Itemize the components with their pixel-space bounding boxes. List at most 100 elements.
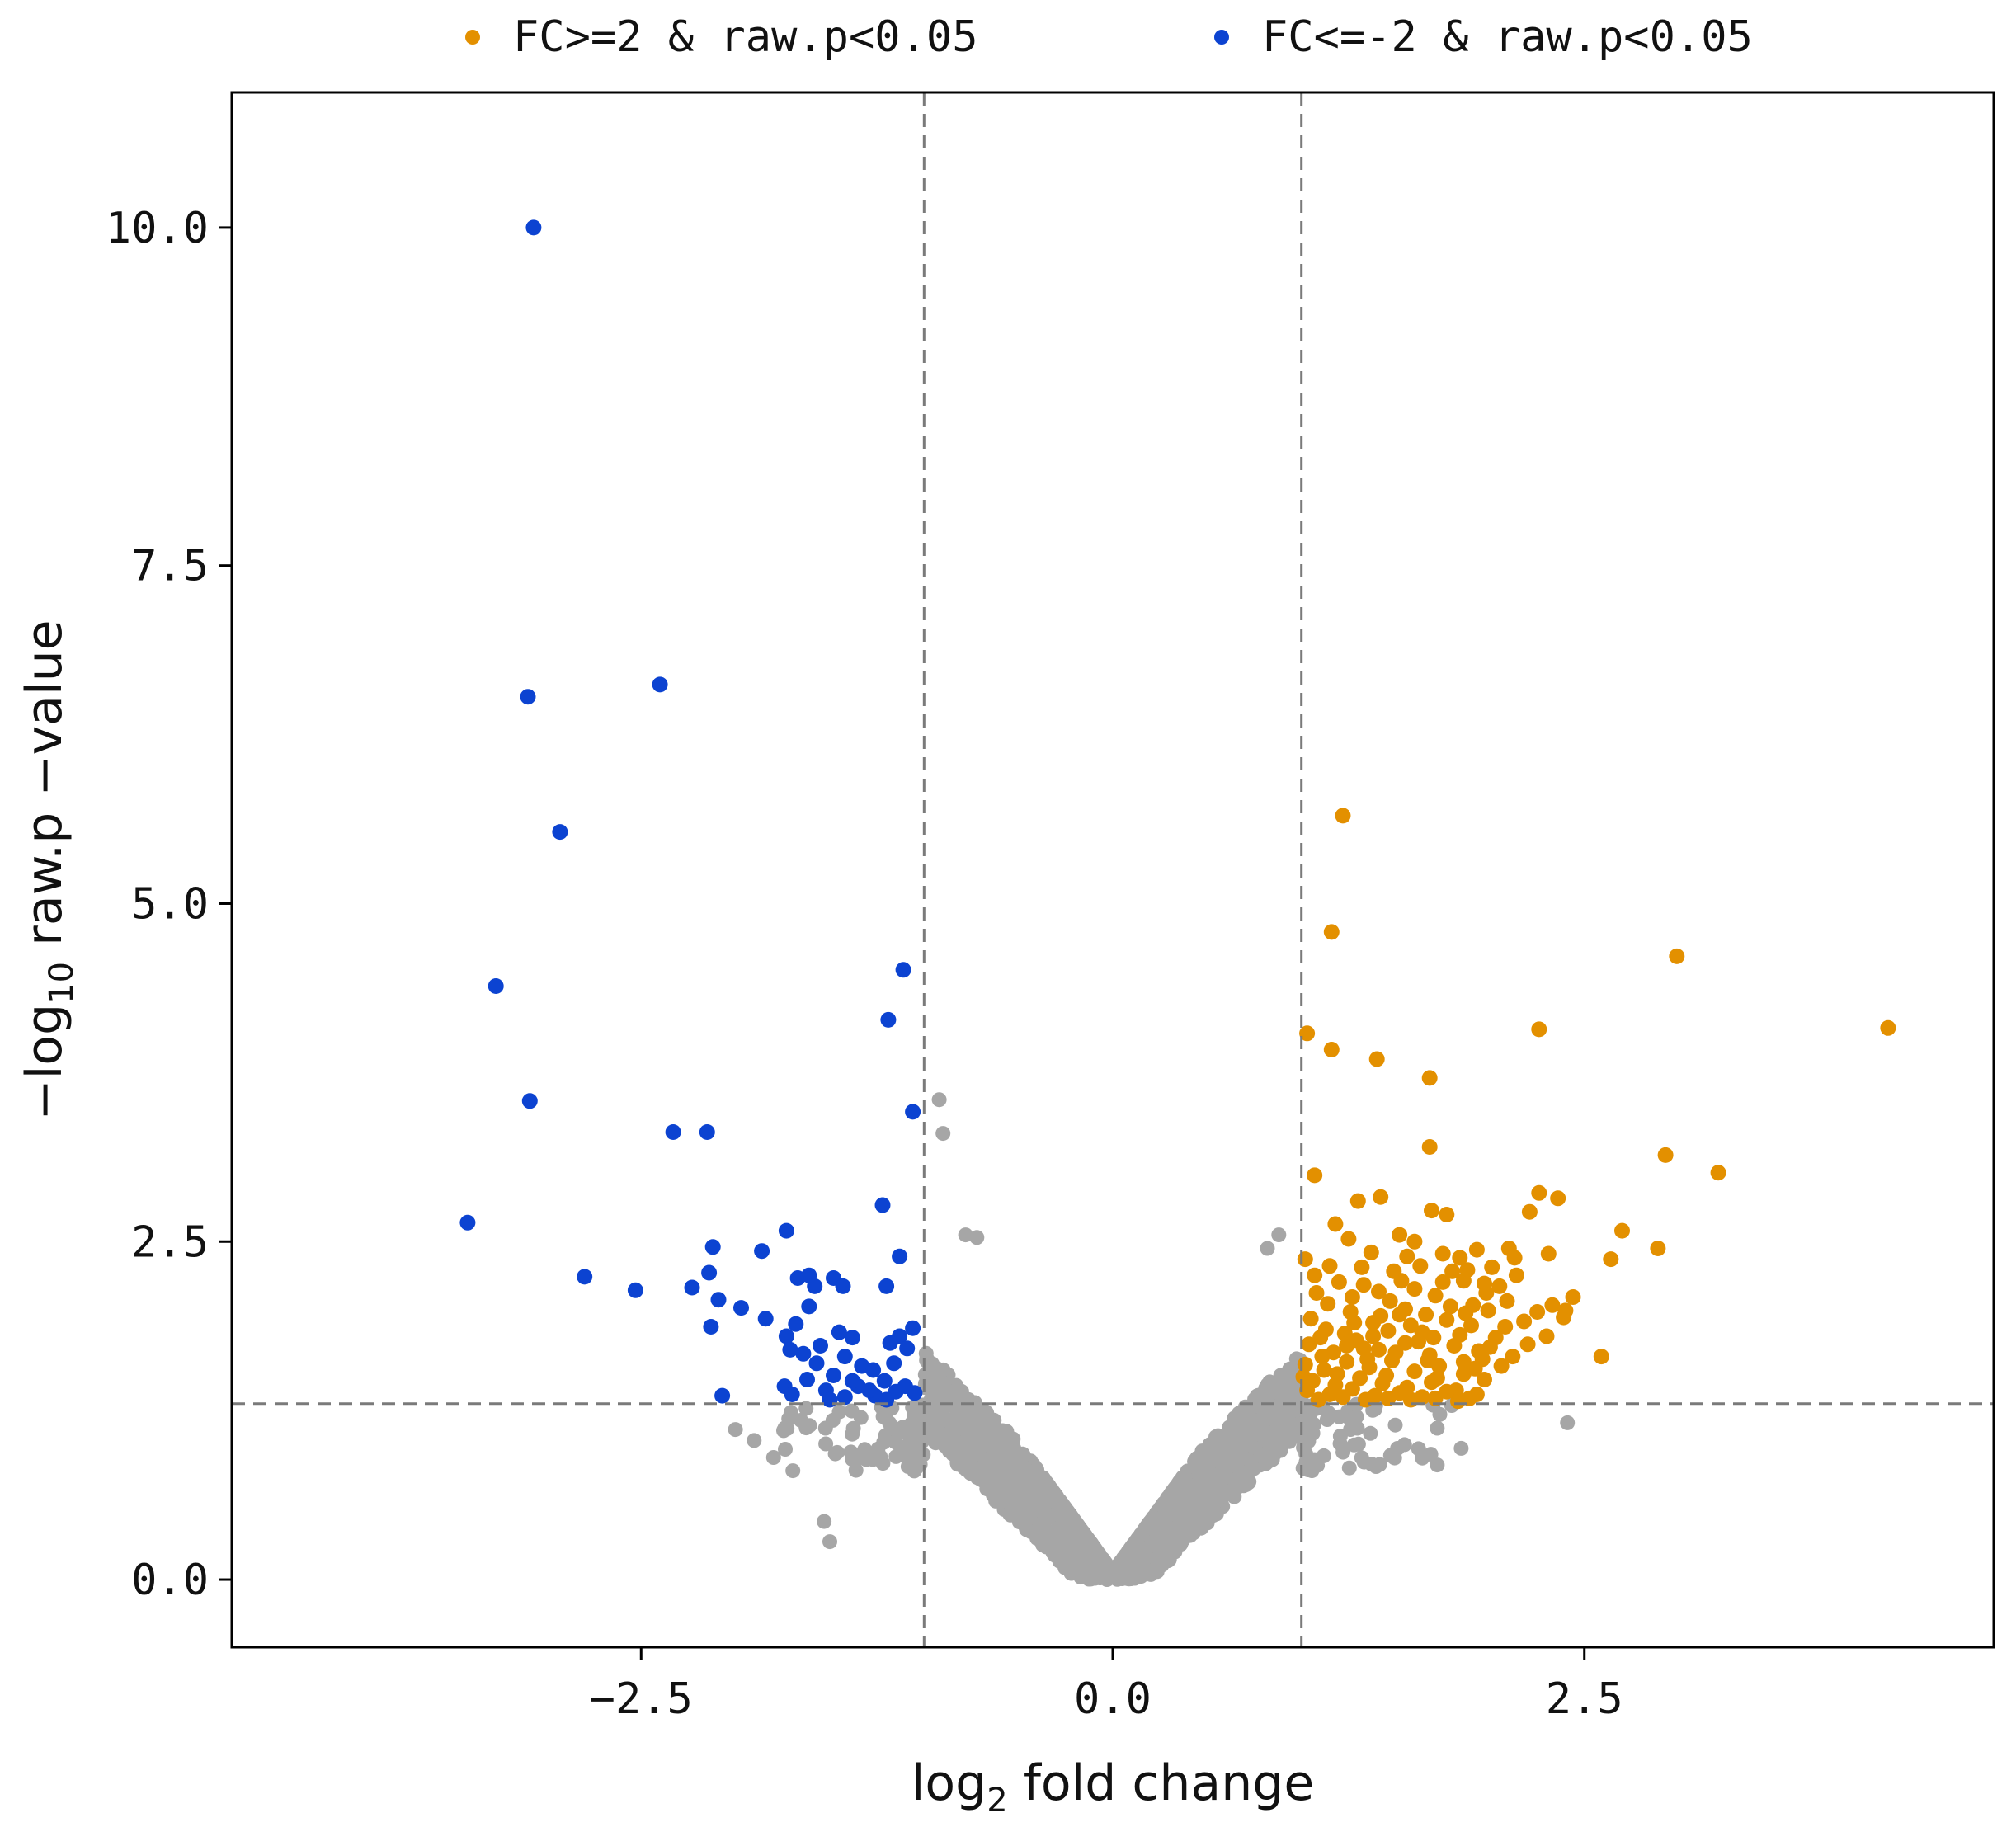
point-down: [459, 1214, 476, 1231]
point-up: [1565, 1289, 1581, 1305]
point-not-significant: [1283, 1394, 1298, 1410]
point-not-significant: [783, 1405, 798, 1420]
point-not-significant: [1210, 1428, 1226, 1443]
point-down: [652, 676, 668, 693]
point-not-significant: [778, 1442, 793, 1457]
point-not-significant: [1181, 1490, 1197, 1506]
point-not-significant: [1200, 1454, 1216, 1470]
point-down: [861, 1382, 878, 1399]
point-up: [1365, 1328, 1382, 1344]
point-not-significant: [1017, 1468, 1033, 1484]
point-not-significant: [817, 1420, 833, 1436]
point-down: [826, 1368, 841, 1383]
point-up: [1544, 1297, 1561, 1313]
point-not-significant: [969, 1230, 985, 1245]
point-up: [1505, 1349, 1521, 1365]
point-up: [1411, 1334, 1426, 1350]
point-down: [714, 1387, 731, 1404]
point-down: [874, 1197, 891, 1213]
point-down: [757, 1311, 774, 1327]
point-down: [905, 1104, 921, 1120]
point-up: [1382, 1293, 1398, 1309]
point-not-significant: [1303, 1461, 1319, 1476]
point-not-significant: [1415, 1450, 1430, 1466]
point-up: [1339, 1338, 1355, 1354]
point-not-significant: [1064, 1549, 1080, 1565]
threshold-lines: [232, 92, 1994, 1647]
point-up: [1459, 1262, 1476, 1278]
point-up: [1316, 1362, 1332, 1378]
point-up: [1480, 1302, 1496, 1319]
point-up: [1299, 1025, 1316, 1042]
point-down: [520, 689, 536, 705]
point-not-significant: [827, 1446, 843, 1462]
point-up: [1321, 1258, 1338, 1274]
point-up: [1557, 1302, 1574, 1319]
point-up: [1508, 1267, 1524, 1283]
x-tick-label: 0.0: [1074, 1674, 1152, 1724]
point-up: [1295, 1368, 1312, 1385]
point-down: [577, 1269, 593, 1285]
point-not-significant: [918, 1418, 934, 1434]
point-up: [1412, 1258, 1429, 1274]
point-not-significant: [1343, 1422, 1359, 1437]
point-down: [886, 1355, 902, 1372]
point-down: [521, 1093, 538, 1109]
point-up: [1603, 1251, 1619, 1268]
point-down: [905, 1320, 921, 1336]
point-down: [799, 1372, 815, 1387]
point-up: [1371, 1283, 1387, 1300]
point-not-significant: [1335, 1444, 1351, 1460]
series-down: [459, 219, 923, 1408]
point-not-significant: [1127, 1547, 1142, 1562]
legend-label-down: FC<=-2 & raw.p<0.05: [1262, 12, 1753, 62]
point-up: [1531, 1021, 1547, 1038]
point-not-significant: [1271, 1227, 1287, 1243]
point-up: [1331, 1274, 1347, 1290]
point-up: [1301, 1336, 1317, 1353]
point-up: [1439, 1207, 1455, 1222]
point-up: [1427, 1390, 1444, 1406]
point-not-significant: [1049, 1489, 1065, 1504]
point-not-significant: [1101, 1566, 1116, 1581]
point-up: [1378, 1368, 1395, 1383]
point-down: [699, 1124, 715, 1140]
legend-marker-up: [465, 30, 480, 45]
point-down: [836, 1389, 853, 1406]
point-up: [1418, 1307, 1434, 1323]
point-up: [1519, 1336, 1536, 1353]
point-up: [1323, 924, 1340, 940]
point-not-significant: [992, 1436, 1007, 1452]
point-down: [525, 219, 542, 236]
point-down: [831, 1324, 847, 1340]
point-not-significant: [1171, 1474, 1187, 1490]
point-not-significant: [1076, 1554, 1091, 1570]
point-up: [1363, 1244, 1379, 1260]
point-not-significant: [960, 1435, 975, 1451]
point-not-significant: [1203, 1486, 1219, 1502]
point-not-significant: [1387, 1417, 1403, 1433]
point-not-significant: [1165, 1502, 1180, 1518]
point-not-significant: [1227, 1429, 1241, 1445]
point-not-significant: [1346, 1437, 1362, 1453]
point-up: [1297, 1251, 1313, 1268]
point-down: [789, 1270, 806, 1286]
point-up: [1399, 1248, 1415, 1264]
point-down: [895, 962, 911, 978]
point-not-significant: [948, 1438, 963, 1453]
x-axis-label-rest: fold change: [1008, 1754, 1315, 1812]
legend-marker-down: [1214, 30, 1229, 45]
x-axis-label-main: log: [911, 1754, 987, 1812]
point-up: [1593, 1349, 1609, 1365]
point-not-significant: [1243, 1429, 1259, 1445]
point-up: [1531, 1184, 1547, 1201]
legend-entry-up: FC>=2 & raw.p<0.05: [465, 12, 978, 62]
point-not-significant: [817, 1514, 832, 1529]
point-up: [1477, 1372, 1492, 1387]
point-not-significant: [888, 1434, 903, 1450]
point-up: [1538, 1328, 1555, 1344]
point-up: [1310, 1391, 1326, 1408]
point-down: [701, 1264, 718, 1281]
